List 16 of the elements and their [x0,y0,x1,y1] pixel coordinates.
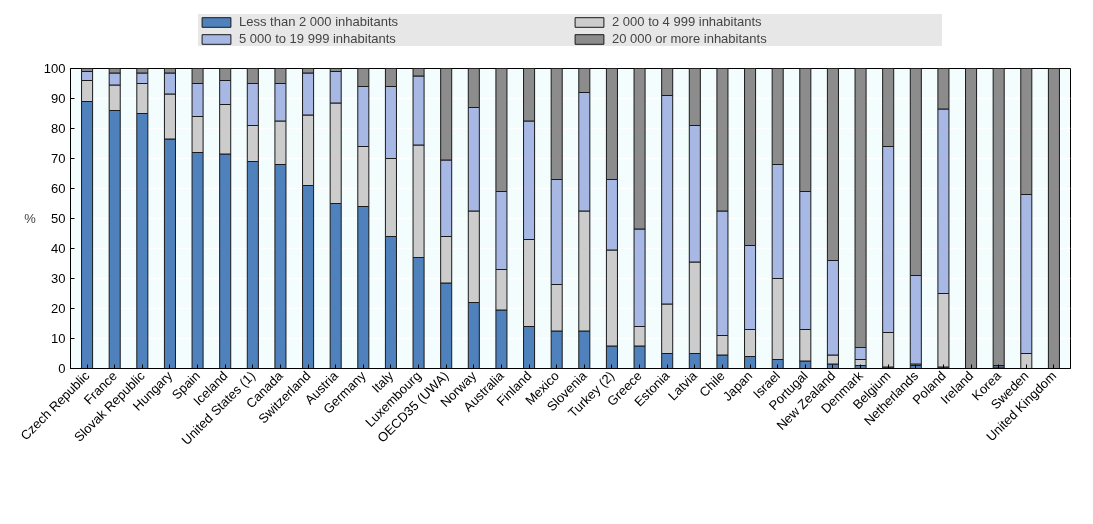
y-tick-label: 100 [43,61,66,76]
legend-label: Less than 2 000 inhabitants [239,14,399,29]
y-axis-title: % [24,211,37,226]
y-tick-label: 40 [51,241,66,256]
y-tick-label: 20 [51,301,66,316]
legend-label: 5 000 to 19 999 inhabitants [239,31,397,46]
legend-label: 20 000 or more inhabitants [612,31,768,46]
y-tick-label: 70 [51,151,66,166]
y-tick-label: 10 [51,331,66,346]
y-tick-label: 60 [51,181,66,196]
y-tick-label: 90 [51,91,66,106]
y-tick-label: 80 [51,121,66,136]
y-tick-label: 50 [51,211,66,226]
legend-label: 2 000 to 4 999 inhabitants [612,14,763,29]
y-tick-label: 30 [51,271,66,286]
y-tick-label: 0 [58,361,66,376]
